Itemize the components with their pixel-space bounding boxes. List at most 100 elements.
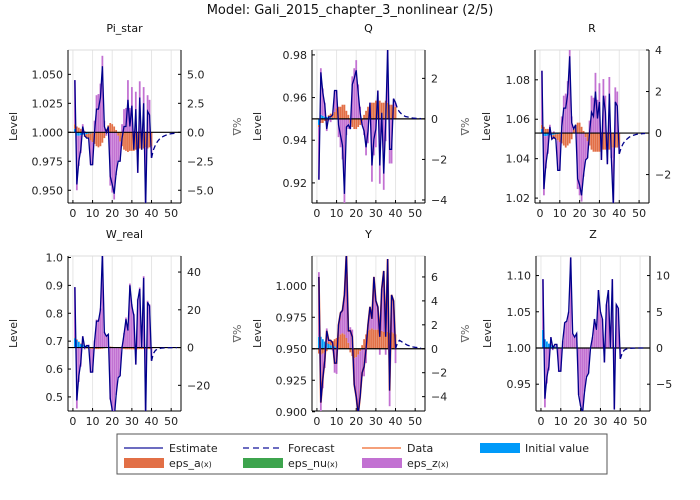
legend-initial: Initial value: [525, 442, 589, 455]
bar-eps-a: [586, 133, 589, 142]
bar-eps-z: [103, 331, 106, 348]
bar-eps-z: [343, 118, 346, 203]
bar-eps-a: [327, 341, 330, 344]
left-tick-label: 0.96: [283, 92, 308, 105]
bar-eps-z: [546, 347, 548, 384]
bar-eps-a: [111, 124, 114, 133]
right-tick-label: 0: [431, 343, 438, 356]
left-tick-label: 1.00: [507, 342, 532, 355]
left-tick-label: 1.000: [32, 126, 64, 139]
left-tick-label: 0.9: [46, 279, 64, 292]
bar-eps-a: [325, 118, 328, 121]
bar-eps-z: [556, 140, 559, 171]
bar-initial: [550, 133, 553, 136]
left-tick-label: 1.000: [276, 280, 308, 293]
bar-eps-a: [317, 348, 320, 354]
bar-eps-z: [89, 348, 92, 373]
bar-eps-a: [371, 328, 373, 349]
bar-eps-z: [365, 118, 367, 156]
right-tick-label: 20: [187, 304, 201, 317]
bar-eps-z: [91, 349, 94, 373]
left-tick-label: 0.92: [283, 177, 308, 190]
bar-eps-z: [359, 351, 362, 397]
bar-eps-a: [79, 128, 82, 133]
bar-eps-a: [95, 347, 98, 350]
bar-eps-a: [73, 337, 76, 339]
bar-eps-z: [109, 132, 112, 186]
bar-eps-a: [541, 124, 543, 129]
bar-eps-a: [392, 333, 395, 349]
bar-eps-z: [369, 306, 371, 330]
bar-initial: [329, 345, 332, 349]
bar-eps-z: [123, 332, 125, 348]
bar-eps-a: [355, 118, 358, 130]
bar-eps-a: [359, 348, 362, 352]
bar-eps-a: [382, 332, 385, 349]
bar-eps-z: [127, 328, 129, 348]
bar-eps-a: [333, 112, 336, 119]
bar-eps-z: [111, 132, 114, 193]
bar-eps-a: [361, 118, 363, 121]
forecast-line: [150, 132, 178, 158]
bar-eps-a: [343, 104, 346, 119]
legend-initial-swatch: [480, 443, 520, 453]
right-tick-label: −2: [431, 153, 447, 166]
bar-eps-a: [123, 347, 125, 350]
bar-eps-a: [580, 126, 583, 134]
panel-y: Y0 10 20 30 40 500.9000.9250.9500.9751.000−4−…: [251, 228, 471, 428]
bar-eps-z: [378, 348, 381, 355]
bar-eps-z: [569, 257, 572, 348]
bar-eps-a: [570, 133, 573, 140]
bar-eps-z: [121, 124, 123, 133]
bar-eps-z: [577, 347, 580, 396]
bar-eps-z: [99, 83, 102, 133]
bar-initial: [73, 338, 76, 348]
bar-eps-a: [353, 118, 356, 130]
right-tick-label: 2: [431, 72, 438, 85]
bar-eps-a: [343, 334, 346, 349]
legend-forecast: Forecast: [288, 442, 335, 455]
x-tick-label: 30: [369, 415, 383, 428]
bar-eps-a: [144, 347, 147, 350]
right-tick-label: 0: [655, 127, 662, 140]
bar-eps-a: [77, 127, 80, 133]
bar-eps-z: [119, 141, 121, 162]
legend-eps-z: eps_z(x): [407, 457, 449, 470]
bar-eps-z: [599, 311, 602, 348]
bar-eps-a: [374, 100, 377, 119]
bar-eps-a: [357, 348, 360, 355]
bar-eps-a: [73, 124, 76, 129]
bar-eps-a: [598, 133, 601, 152]
x-tick-label: 50: [164, 415, 178, 428]
bar-eps-a: [554, 134, 557, 139]
left-tick-label: 1.10: [507, 270, 532, 283]
bar-eps-a: [582, 130, 585, 134]
bar-eps-a: [614, 133, 617, 148]
right-tick-label: 10: [656, 270, 670, 283]
y-axis-label-right: %Δ: [458, 325, 471, 343]
right-tick-label: 6: [431, 271, 438, 284]
bar-initial: [547, 343, 550, 348]
x-tick-label: 40: [145, 207, 159, 220]
bar-eps-a: [95, 132, 98, 147]
bar-eps-a: [317, 124, 320, 128]
bar-eps-a: [140, 347, 143, 350]
x-tick-label: 10: [553, 207, 567, 220]
estimate-line: [74, 256, 153, 411]
bar-eps-z: [601, 319, 604, 348]
left-tick-label: 0.975: [276, 311, 308, 324]
bar-eps-a: [390, 104, 393, 119]
bar-eps-a: [99, 132, 102, 147]
bar-eps-a: [101, 132, 104, 143]
bar-eps-a: [594, 133, 597, 152]
bar-eps-z: [117, 135, 119, 162]
bar-eps-a: [612, 133, 615, 148]
bar-eps-z: [125, 317, 127, 348]
x-tick-label: 50: [164, 207, 178, 220]
bar-eps-a: [363, 339, 365, 349]
x-tick-label: 0: [313, 207, 320, 220]
bar-eps-a: [87, 133, 90, 139]
x-tick-label: 10: [330, 207, 344, 220]
x-tick-label: 0: [69, 415, 76, 428]
